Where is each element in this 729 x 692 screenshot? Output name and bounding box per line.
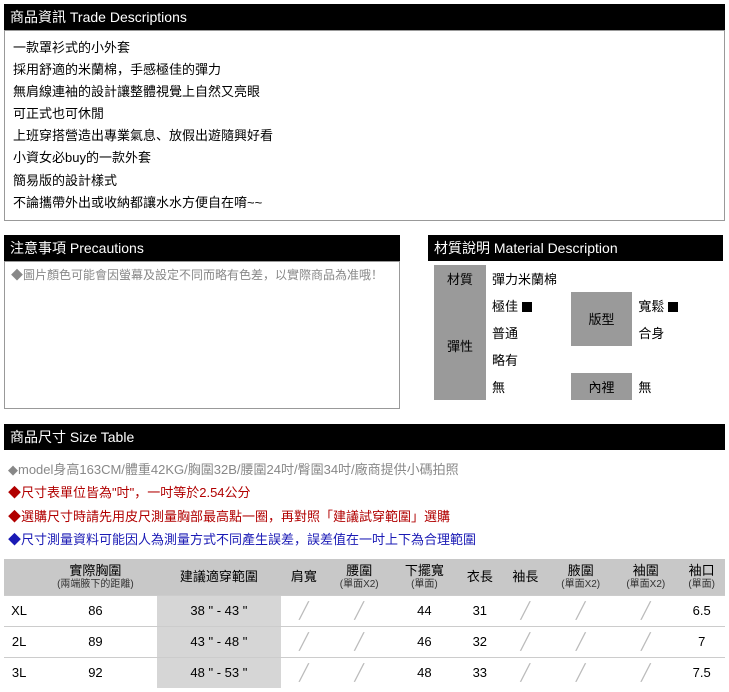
size-th: 腰圍(單面X2) xyxy=(327,559,392,595)
size-th: 實際胸圍(兩端腋下的距離) xyxy=(34,559,156,595)
trade-line: 上班穿搭營造出專業氣息、放假出遊隨興好看 xyxy=(13,125,716,147)
trade-line: 小資女必buy的一款外套 xyxy=(13,147,716,169)
size-th: 袖長 xyxy=(503,559,549,595)
size-cell: 3L xyxy=(4,657,34,688)
size-header: 商品尺寸 Size Table xyxy=(4,424,725,450)
size-th: 建議適穿範圍 xyxy=(157,559,281,595)
size-cell: ╱ xyxy=(548,657,613,688)
size-cell: 6.5 xyxy=(678,595,725,626)
fit-opt: 寬鬆 xyxy=(632,292,717,319)
mat-value: 彈力米蘭棉 xyxy=(486,265,717,292)
table-row: 3L9248 " - 53 "╱╱4833╱╱╱7.5 xyxy=(4,657,725,688)
elastic-opt: 略有 xyxy=(486,346,571,373)
size-th: 袖口(單面) xyxy=(678,559,725,595)
size-cell: ╱ xyxy=(503,657,549,688)
size-cell: 48 " - 53 " xyxy=(157,657,281,688)
size-cell: ╱ xyxy=(503,626,549,657)
size-table-header-row: 實際胸圍(兩端腋下的距離) 建議適穿範圍 肩寬 腰圍(單面X2) 下擺寬(單面)… xyxy=(4,559,725,595)
material-header: 材質說明 Material Description xyxy=(428,235,723,261)
size-th: 腋圍(單面X2) xyxy=(548,559,613,595)
trade-line: 採用舒適的米蘭棉，手感極佳的彈力 xyxy=(13,59,716,81)
size-note: ◆尺寸表單位皆為"吋"，一吋等於2.54公分 xyxy=(8,481,721,504)
size-cell: ╱ xyxy=(548,626,613,657)
size-cell: 2L xyxy=(4,626,34,657)
size-notes: ◆model身高163CM/體重42KG/胸圍32B/腰圍24吋/臀圍34吋/廠… xyxy=(4,450,725,560)
trade-header: 商品資訊 Trade Descriptions xyxy=(4,4,725,30)
size-cell: 33 xyxy=(457,657,503,688)
size-note: ◆尺寸測量資料可能因人為測量方式不同產生誤差，誤差值在一吋上下為合理範圍 xyxy=(8,528,721,551)
elastic-opt: 極佳 xyxy=(486,292,571,319)
size-cell: ╱ xyxy=(327,595,392,626)
size-cell: ╱ xyxy=(281,595,327,626)
elastic-opt: 無 xyxy=(486,373,571,400)
size-note: ◆model身高163CM/體重42KG/胸圍32B/腰圍24吋/臀圍34吋/廠… xyxy=(8,458,721,481)
size-cell: 46 xyxy=(392,626,457,657)
size-th: 肩寬 xyxy=(281,559,327,595)
trade-line: 無肩線連袖的設計讓整體視覺上自然又亮眼 xyxy=(13,81,716,103)
fit-opt: 合身 xyxy=(632,319,717,346)
lining-label: 內裡 xyxy=(571,373,633,400)
size-cell: 89 xyxy=(34,626,156,657)
trade-body: 一款罩衫式的小外套 採用舒適的米蘭棉，手感極佳的彈力 無肩線連袖的設計讓整體視覺… xyxy=(4,30,725,221)
fit-label: 版型 xyxy=(571,292,633,346)
size-cell: ╱ xyxy=(613,657,678,688)
trade-line: 簡易版的設計樣式 xyxy=(13,170,716,192)
size-cell: 31 xyxy=(457,595,503,626)
size-cell: 32 xyxy=(457,626,503,657)
lining-value: 無 xyxy=(632,373,717,400)
size-cell: ╱ xyxy=(548,595,613,626)
trade-line: 一款罩衫式的小外套 xyxy=(13,37,716,59)
size-cell: ╱ xyxy=(281,626,327,657)
size-cell: 44 xyxy=(392,595,457,626)
precautions-body: ◆圖片顏色可能會因螢幕及設定不同而略有色差，以實際商品為准哦！ xyxy=(4,261,400,409)
precautions-header: 注意事項 Precautions xyxy=(4,235,400,261)
size-cell: ╱ xyxy=(613,595,678,626)
size-cell: 86 xyxy=(34,595,156,626)
elastic-label: 彈性 xyxy=(434,292,486,400)
size-th: 袖圍(單面X2) xyxy=(613,559,678,595)
size-cell: 7 xyxy=(678,626,725,657)
mat-label: 材質 xyxy=(434,265,486,292)
check-square-icon xyxy=(522,302,532,312)
trade-line: 可正式也可休閒 xyxy=(13,103,716,125)
size-th: 衣長 xyxy=(457,559,503,595)
material-body: 材質 彈力米蘭棉 彈性 極佳 版型 寬鬆 普通 合身 略有 xyxy=(428,261,723,410)
size-cell: 92 xyxy=(34,657,156,688)
size-cell: ╱ xyxy=(503,595,549,626)
size-cell: XL xyxy=(4,595,34,626)
size-cell: 43 " - 48 " xyxy=(157,626,281,657)
size-th: 下擺寬(單面) xyxy=(392,559,457,595)
size-cell: 48 xyxy=(392,657,457,688)
elastic-opt: 普通 xyxy=(486,319,571,346)
size-cell: 7.5 xyxy=(678,657,725,688)
size-th xyxy=(4,559,34,595)
size-table: 實際胸圍(兩端腋下的距離) 建議適穿範圍 肩寬 腰圍(單面X2) 下擺寬(單面)… xyxy=(4,559,725,688)
size-cell: ╱ xyxy=(613,626,678,657)
size-cell: ╱ xyxy=(327,626,392,657)
size-note: ◆選購尺寸時請先用皮尺測量胸部最高點一圈，再對照「建議試穿範圍」選購 xyxy=(8,505,721,528)
size-cell: ╱ xyxy=(327,657,392,688)
size-cell: ╱ xyxy=(281,657,327,688)
size-cell: 38 " - 43 " xyxy=(157,595,281,626)
table-row: XL8638 " - 43 "╱╱4431╱╱╱6.5 xyxy=(4,595,725,626)
table-row: 2L8943 " - 48 "╱╱4632╱╱╱7 xyxy=(4,626,725,657)
trade-line: 不論攜帶外出或收納都讓水水方便自在唷~~ xyxy=(13,192,716,214)
check-square-icon xyxy=(668,302,678,312)
